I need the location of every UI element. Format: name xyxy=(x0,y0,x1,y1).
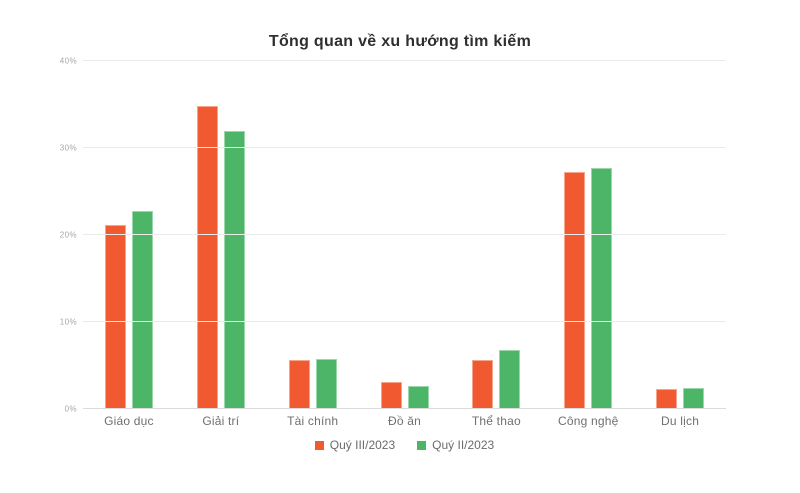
bar-series1-cat4[interactable] xyxy=(380,382,402,409)
bar-series2-cat3[interactable] xyxy=(315,358,337,409)
plot-area: 0% 10% 20% 30% 40% xyxy=(60,57,726,414)
y-tick-label-40%: 40% xyxy=(59,56,77,66)
chart-title: Tổng quan về xu hướng tìm kiếm xyxy=(268,33,532,50)
x-axis-label-6: Công nghệ xyxy=(557,414,619,428)
bar-series2-cat6[interactable] xyxy=(591,168,613,409)
bar-series2-cat5[interactable] xyxy=(499,349,521,409)
legend-swatch-icon xyxy=(314,440,324,450)
bar-series2-cat1[interactable] xyxy=(131,210,153,409)
gridline-30% xyxy=(83,147,726,148)
bar-group-1 xyxy=(83,61,175,409)
legend-label: Quý III/2023 xyxy=(329,438,396,452)
legend-item-2[interactable]: Quý II/2023 xyxy=(417,438,494,452)
bar-series1-cat3[interactable] xyxy=(288,360,310,409)
bar-series1-cat1[interactable] xyxy=(104,224,126,409)
legend-swatch-icon xyxy=(417,440,427,450)
bar-series1-cat2[interactable] xyxy=(196,106,218,409)
x-axis-label-4: Đồ ăn xyxy=(387,414,422,428)
bar-series1-cat7[interactable] xyxy=(656,389,678,409)
x-axis-label-2: Giải trí xyxy=(202,414,240,428)
y-tick-label-10%: 10% xyxy=(59,317,77,327)
bar-group-2 xyxy=(175,61,267,409)
gridline-40% xyxy=(83,60,726,61)
x-axis-label-7: Du lịch xyxy=(661,414,700,428)
bar-series1-cat5[interactable] xyxy=(472,360,494,409)
gridline-0% xyxy=(83,408,726,409)
gridline-10% xyxy=(83,321,726,322)
bar-series2-cat7[interactable] xyxy=(683,388,705,409)
legend: Quý III/2023 Quý II/2023 xyxy=(83,438,726,452)
legend-item-1[interactable]: Quý III/2023 xyxy=(314,438,396,452)
bar-group-4 xyxy=(359,61,451,409)
legend-label: Quý II/2023 xyxy=(432,438,495,452)
bar-group-3 xyxy=(267,61,359,409)
bar-series1-cat6[interactable] xyxy=(564,171,586,409)
gridline-20% xyxy=(83,234,726,235)
x-axis-label-3: Tài chính xyxy=(287,414,339,428)
x-axis-label-5: Thể thao xyxy=(471,414,521,428)
bar-group-7 xyxy=(634,61,726,409)
bar-series2-cat2[interactable] xyxy=(223,130,245,409)
x-axis-label-1: Giáo dục xyxy=(104,414,154,428)
y-tick-label-0%: 0% xyxy=(64,404,77,414)
y-tick-label-20%: 20% xyxy=(59,230,77,240)
bar-series2-cat4[interactable] xyxy=(407,385,429,409)
bar-group-6 xyxy=(542,61,634,409)
bar-group-5 xyxy=(450,61,542,409)
y-tick-label-30%: 30% xyxy=(59,143,77,153)
bar-groups-container xyxy=(83,61,726,409)
x-axis-labels: Giáo dục Giải trí Tài chính Đồ ăn Thể thao Cô… xyxy=(83,414,726,428)
